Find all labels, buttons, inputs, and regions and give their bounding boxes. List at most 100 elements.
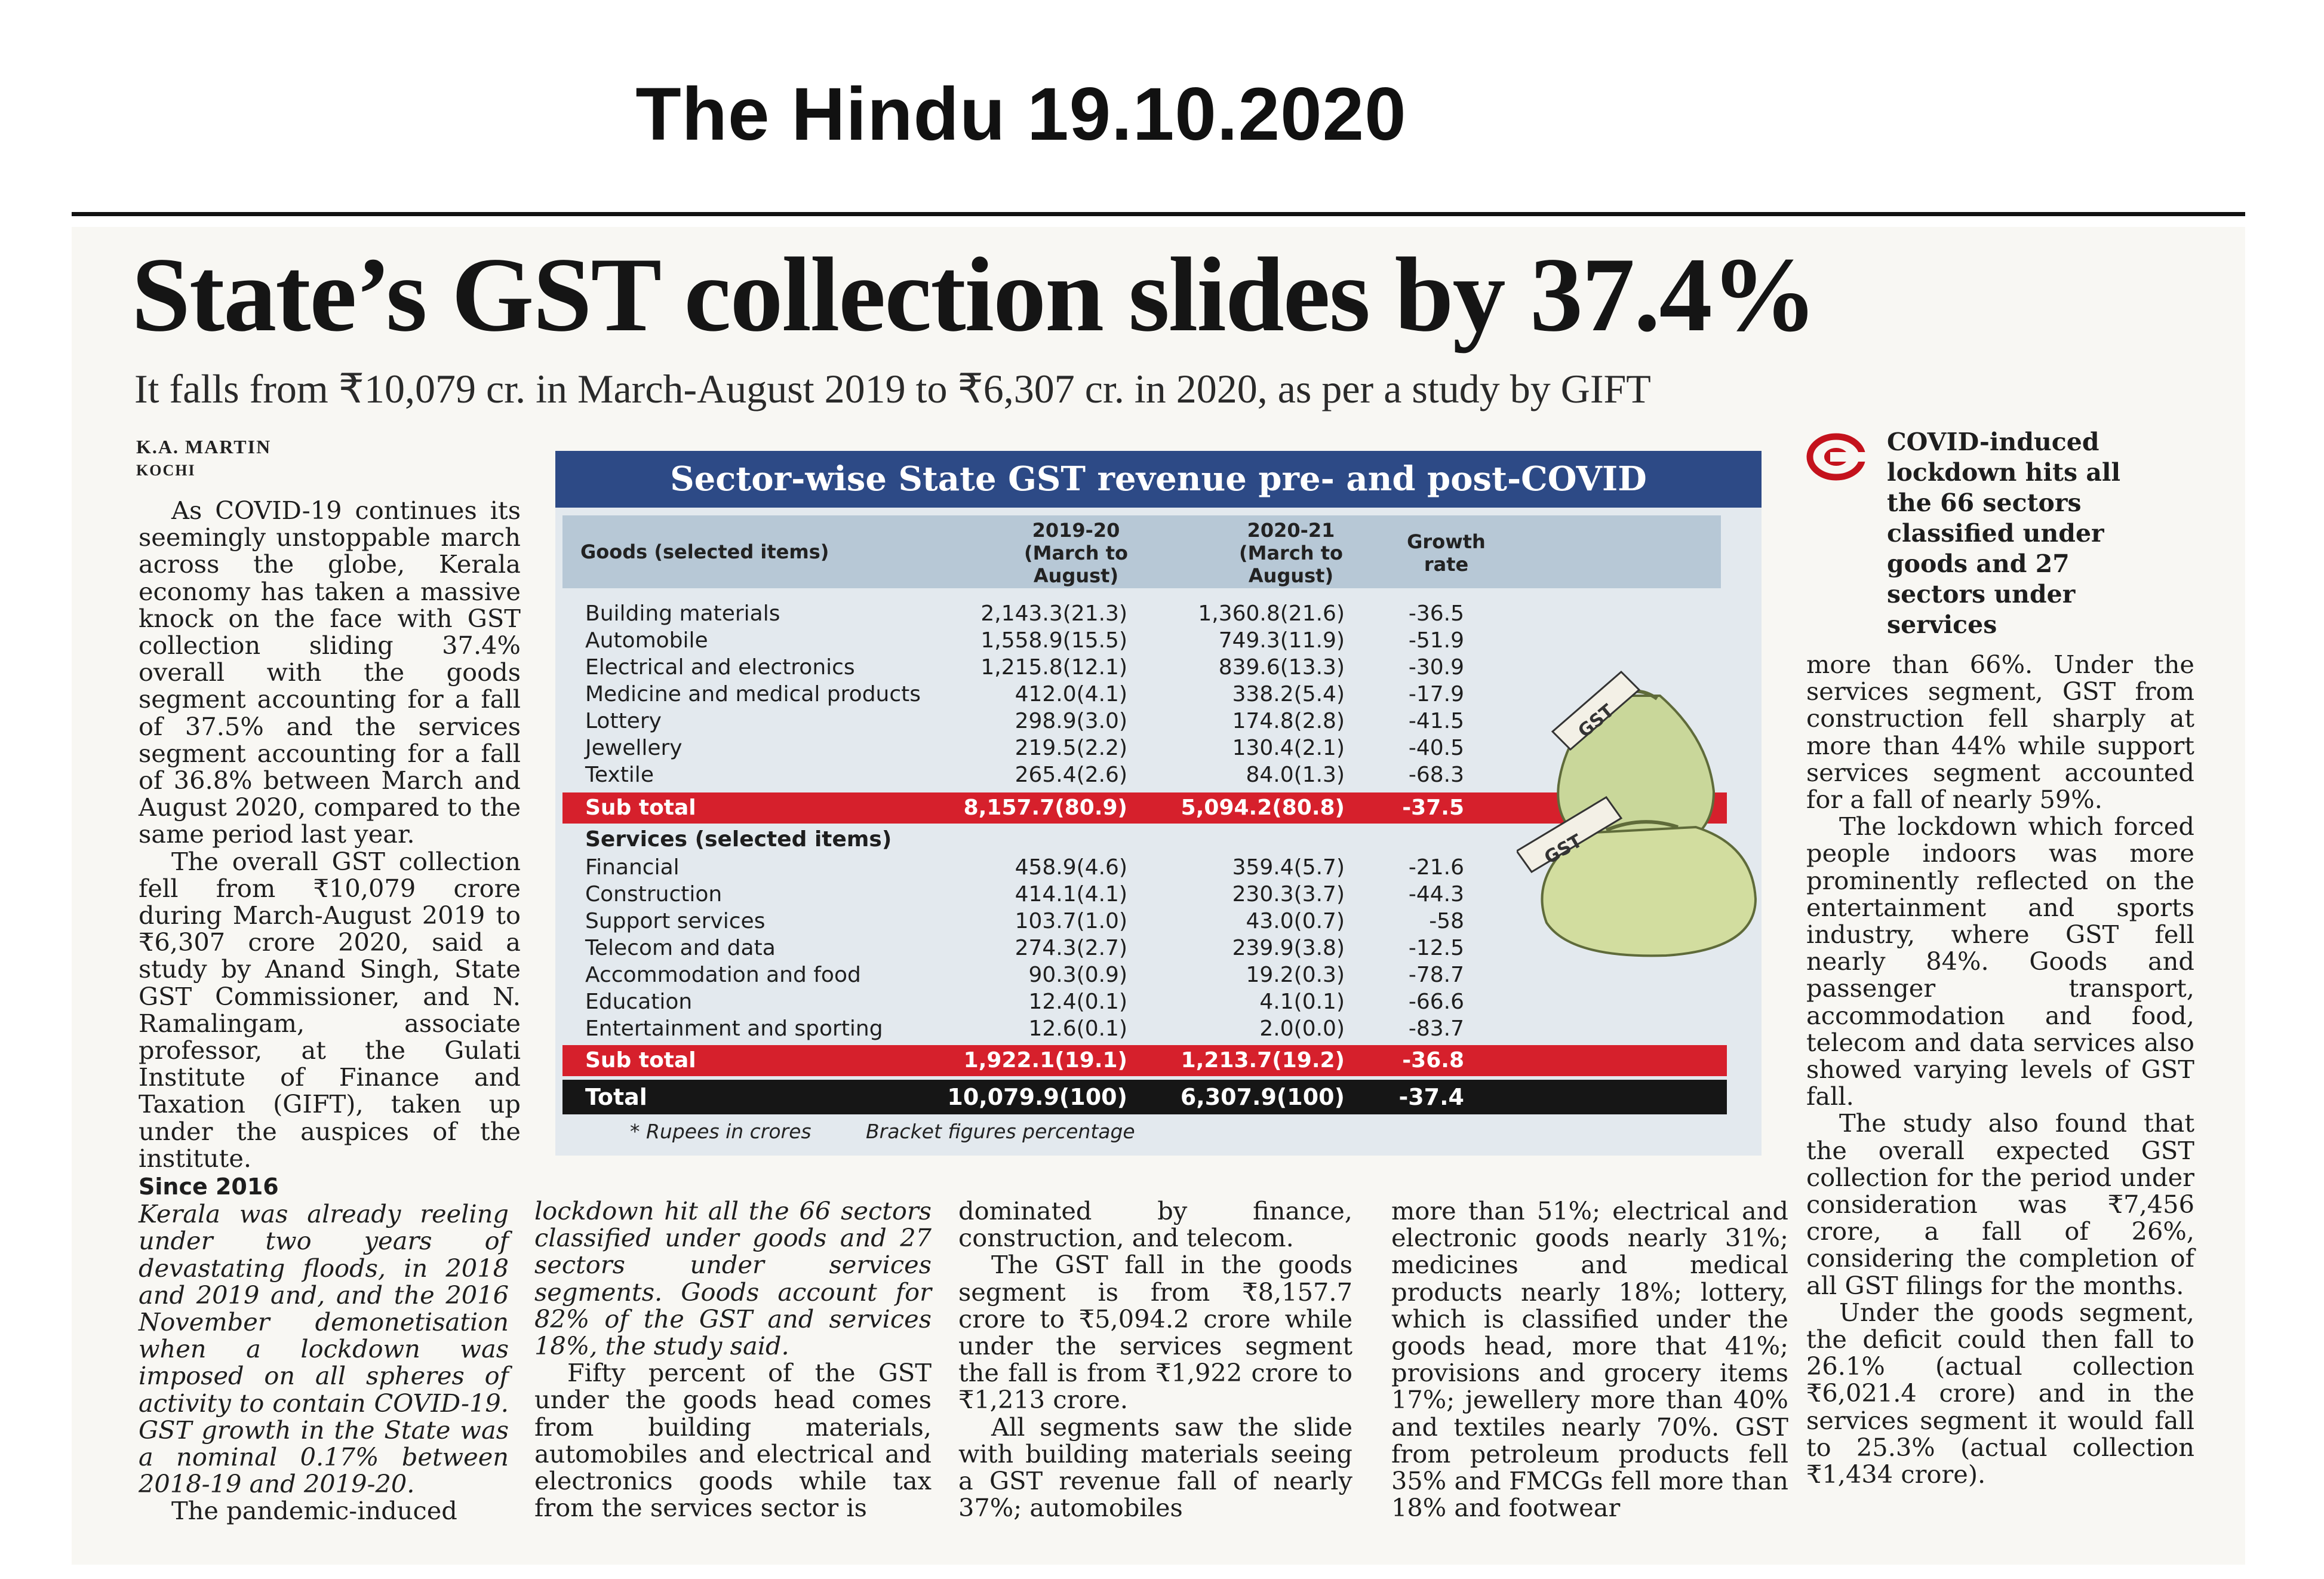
- cell-label: Automobile: [585, 628, 708, 653]
- footnote-brackets: Bracket figures percentage: [866, 1120, 1135, 1143]
- source-caption: The Hindu 19.10.2020: [635, 73, 1407, 156]
- cell-2019: 298.9(3.0): [1015, 709, 1127, 733]
- cell-2020: 6,307.9(100): [1180, 1084, 1345, 1110]
- cell-2019: 10,079.9(100): [947, 1084, 1127, 1110]
- cell-2019: 103.7(1.0): [1015, 909, 1127, 933]
- cell-2019: 12.6(0.1): [1028, 1016, 1128, 1041]
- cell-2020: 4.1(0.1): [1259, 990, 1345, 1014]
- cell-2019: 8,157.7(80.9): [963, 795, 1127, 820]
- paragraph: Fifty percent of the GST under the goods…: [534, 1358, 932, 1523]
- paragraph: more than 51%; electrical and electronic…: [1391, 1196, 1788, 1523]
- cell-growth: -51.9: [1408, 628, 1464, 653]
- subheadline: It falls from ₹10,079 cr. in March-Augus…: [134, 366, 1651, 411]
- paragraph: more than 66%. Under the services segmen…: [1806, 650, 2194, 815]
- headline: State’s GST collection slides by 37.4%: [131, 235, 1818, 354]
- cell-growth: -66.6: [1408, 990, 1464, 1014]
- cell-2020: 5,094.2(80.8): [1181, 795, 1345, 820]
- cell-2020: 359.4(5.7): [1232, 855, 1345, 880]
- cell-label: Jewellery: [585, 736, 683, 760]
- paragraph: Kerala was already reeling under two yea…: [139, 1199, 509, 1499]
- cell-growth: -37.4: [1398, 1084, 1464, 1110]
- paragraph: The overall GST collection fell from ₹10…: [139, 846, 521, 1173]
- gst-table: Sector-wise State GST revenue pre- and p…: [555, 451, 1762, 1156]
- cell-label: Telecom and data: [585, 936, 776, 960]
- total-row: Total 10,079.9(100) 6,307.9(100) -37.4: [562, 1080, 1727, 1114]
- cell-growth: -36.5: [1408, 601, 1464, 626]
- table-row: Textile 265.4(2.6) 84.0(1.3) -68.3: [562, 761, 1727, 788]
- cell-2019: 1,558.9(15.5): [980, 628, 1127, 653]
- paragraph: The GST fall in the goods segment is fro…: [958, 1250, 1352, 1415]
- paragraph: As COVID-19 continues its seemingly unst…: [139, 496, 521, 849]
- cell-2020: 1,213.7(19.2): [1181, 1048, 1345, 1073]
- section-subhead: Since 2016: [139, 1174, 279, 1200]
- cell-2020: 2.0(0.0): [1259, 1016, 1345, 1041]
- table-row: Electrical and electronics 1,215.8(12.1)…: [562, 654, 1727, 681]
- table-header: Goods (selected items) 2019-20 (March to…: [562, 515, 1721, 588]
- table-row: Support services 103.7(1.0) 43.0(0.7) -5…: [562, 908, 1727, 935]
- table-row: Automobile 1,558.9(15.5) 749.3(11.9) -51…: [562, 627, 1727, 654]
- footnote-unit: * Rupees in crores: [630, 1120, 811, 1143]
- table-row: Entertainment and sporting 12.6(0.1) 2.0…: [562, 1015, 1727, 1042]
- cell-2019: 90.3(0.9): [1028, 963, 1128, 987]
- cell-2020: 1,360.8(21.6): [1198, 601, 1345, 626]
- cell-2019: 1,215.8(12.1): [980, 655, 1127, 680]
- cell-growth: -44.3: [1408, 882, 1464, 907]
- cell-2019: 1,922.1(19.1): [963, 1048, 1127, 1073]
- cell-2019: 12.4(0.1): [1028, 990, 1128, 1014]
- column-3: dominated by finance, construction, and …: [958, 1197, 1352, 1523]
- cell-label: Total: [585, 1084, 647, 1110]
- cell-growth: -21.6: [1408, 855, 1464, 880]
- column-1-lower: Since 2016 Kerala was already reeling un…: [139, 1174, 509, 1525]
- cell-2020: 43.0(0.7): [1246, 909, 1345, 933]
- paragraph: Under the goods segment, the deficit cou…: [1806, 1297, 2194, 1489]
- table-row: Lottery 298.9(3.0) 174.8(2.8) -41.5: [562, 708, 1727, 735]
- byline: K.A. MARTIN: [136, 436, 272, 457]
- cell-2019: 265.4(2.6): [1015, 763, 1127, 787]
- cell-2019: 412.0(4.1): [1015, 682, 1127, 706]
- table-title: Sector-wise State GST revenue pre- and p…: [555, 451, 1762, 508]
- pull-quote-text: COVID-induced lockdown hits all the 66 s…: [1887, 428, 2121, 639]
- cell-label: Accommodation and food: [585, 963, 861, 987]
- paragraph: All segments saw the slide with building…: [958, 1412, 1352, 1523]
- services-subtotal-row: Sub total 1,922.1(19.1) 1,213.7(19.2) -3…: [562, 1045, 1727, 1076]
- cell-label: Support services: [585, 909, 766, 933]
- dateline: KOCHI: [136, 462, 196, 479]
- cell-2020: 130.4(2.1): [1232, 736, 1345, 760]
- paragraph: The study also found that the overall ex…: [1806, 1108, 2194, 1300]
- the-hindu-logo-icon: [1806, 433, 1866, 481]
- table-row: Education 12.4(0.1) 4.1(0.1) -66.6: [562, 988, 1727, 1015]
- cell-label: Textile: [585, 763, 654, 787]
- cell-2019: 458.9(4.6): [1015, 855, 1127, 880]
- cell-growth: -37.5: [1402, 795, 1464, 820]
- cell-2020: 338.2(5.4): [1232, 682, 1345, 706]
- cell-2020: 839.6(13.3): [1218, 655, 1345, 680]
- cell-2020: 230.3(3.7): [1232, 882, 1345, 907]
- services-heading: Services (selected items): [585, 827, 892, 852]
- cell-2019: 219.5(2.2): [1015, 736, 1127, 760]
- column-4: more than 51%; electrical and electronic…: [1391, 1197, 1788, 1521]
- cell-growth: -30.9: [1408, 655, 1464, 680]
- cell-label: Medicine and medical products: [585, 682, 921, 706]
- cell-label: Electrical and electronics: [585, 655, 855, 680]
- table-row: Telecom and data 274.3(2.7) 239.9(3.8) -…: [562, 935, 1727, 961]
- cell-growth: -12.5: [1408, 936, 1464, 960]
- table-row: Financial 458.9(4.6) 359.4(5.7) -21.6: [562, 854, 1727, 881]
- cell-label: Sub total: [585, 795, 696, 820]
- cell-label: Entertainment and sporting: [585, 1016, 883, 1041]
- cell-2019: 274.3(2.7): [1015, 936, 1127, 960]
- cell-2020: 19.2(0.3): [1246, 963, 1345, 987]
- header-2020-21: 2020-21 (March to August): [1238, 519, 1343, 587]
- table-row: Accommodation and food 90.3(0.9) 19.2(0.…: [562, 961, 1727, 988]
- header-growth-rate: Growth rate: [1407, 530, 1486, 576]
- paragraph: The pandemic-induced: [171, 1496, 457, 1526]
- cell-2020: 239.9(3.8): [1232, 936, 1345, 960]
- divider-rule: [72, 212, 2245, 216]
- goods-subtotal-row: Sub total 8,157.7(80.9) 5,094.2(80.8) -3…: [562, 792, 1727, 824]
- cell-2019: 2,143.3(21.3): [980, 601, 1127, 626]
- cell-2020: 749.3(11.9): [1218, 628, 1345, 653]
- services-heading-row: Services (selected items): [562, 826, 1727, 853]
- column-5: more than 66%. Under the services segmen…: [1806, 651, 2194, 1488]
- cell-growth: -17.9: [1408, 682, 1464, 706]
- cell-growth: -36.8: [1402, 1048, 1464, 1073]
- cell-2020: 174.8(2.8): [1232, 709, 1345, 733]
